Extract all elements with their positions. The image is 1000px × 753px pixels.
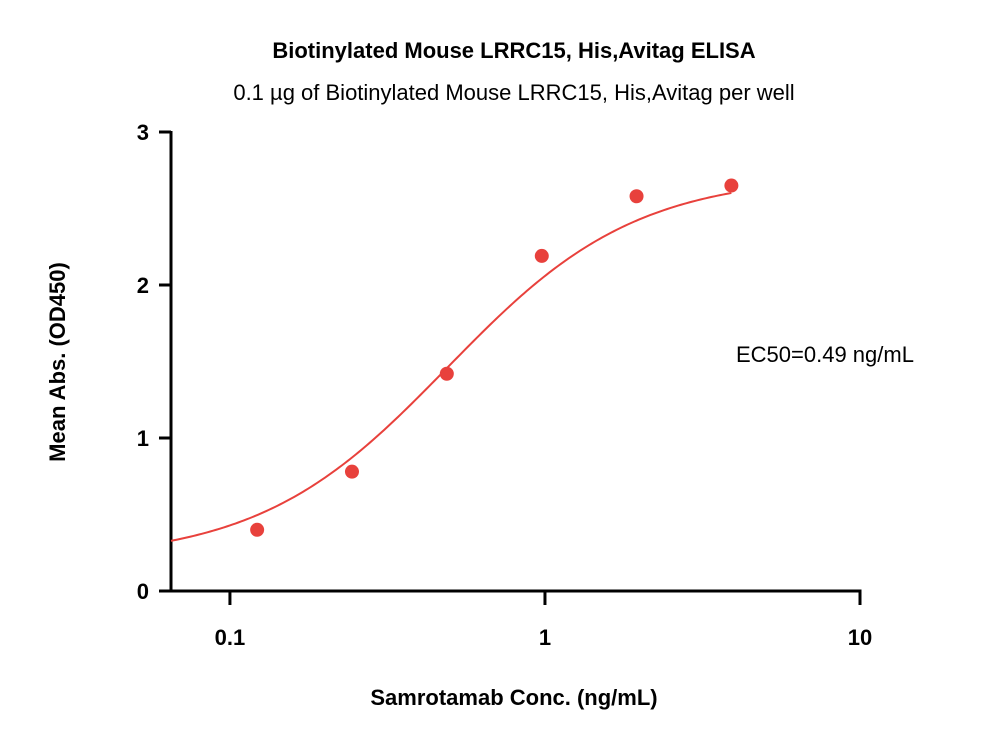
data-point	[344, 464, 359, 479]
data-point	[250, 522, 265, 537]
y-axis-label: Mean Abs. (OD450)	[45, 262, 70, 462]
chart-subtitle: 0.1 µg of Biotinylated Mouse LRRC15, His…	[233, 80, 794, 105]
x-tick-label: 1	[539, 625, 551, 650]
y-tick-label: 1	[137, 426, 149, 451]
data-point	[439, 366, 454, 381]
fit-curve	[170, 191, 732, 542]
y-tick-label: 0	[137, 579, 149, 604]
axes: 0 1 2 3 0.1 1 10	[137, 120, 872, 650]
fit-curve-layer	[170, 191, 732, 542]
x-tick-label: 0.1	[215, 625, 246, 650]
y-tick-label: 2	[137, 273, 149, 298]
data-point	[534, 248, 549, 263]
x-axis-label: Samrotamab Conc. (ng/mL)	[370, 685, 657, 710]
y-tick-label: 3	[137, 120, 149, 145]
x-tick-label: 10	[848, 625, 872, 650]
chart-title: Biotinylated Mouse LRRC15, His,Avitag EL…	[272, 38, 755, 63]
data-point	[724, 178, 739, 193]
data-point	[629, 189, 644, 204]
ec50-annotation: EC50=0.49 ng/mL	[736, 342, 914, 367]
data-points	[250, 178, 739, 537]
